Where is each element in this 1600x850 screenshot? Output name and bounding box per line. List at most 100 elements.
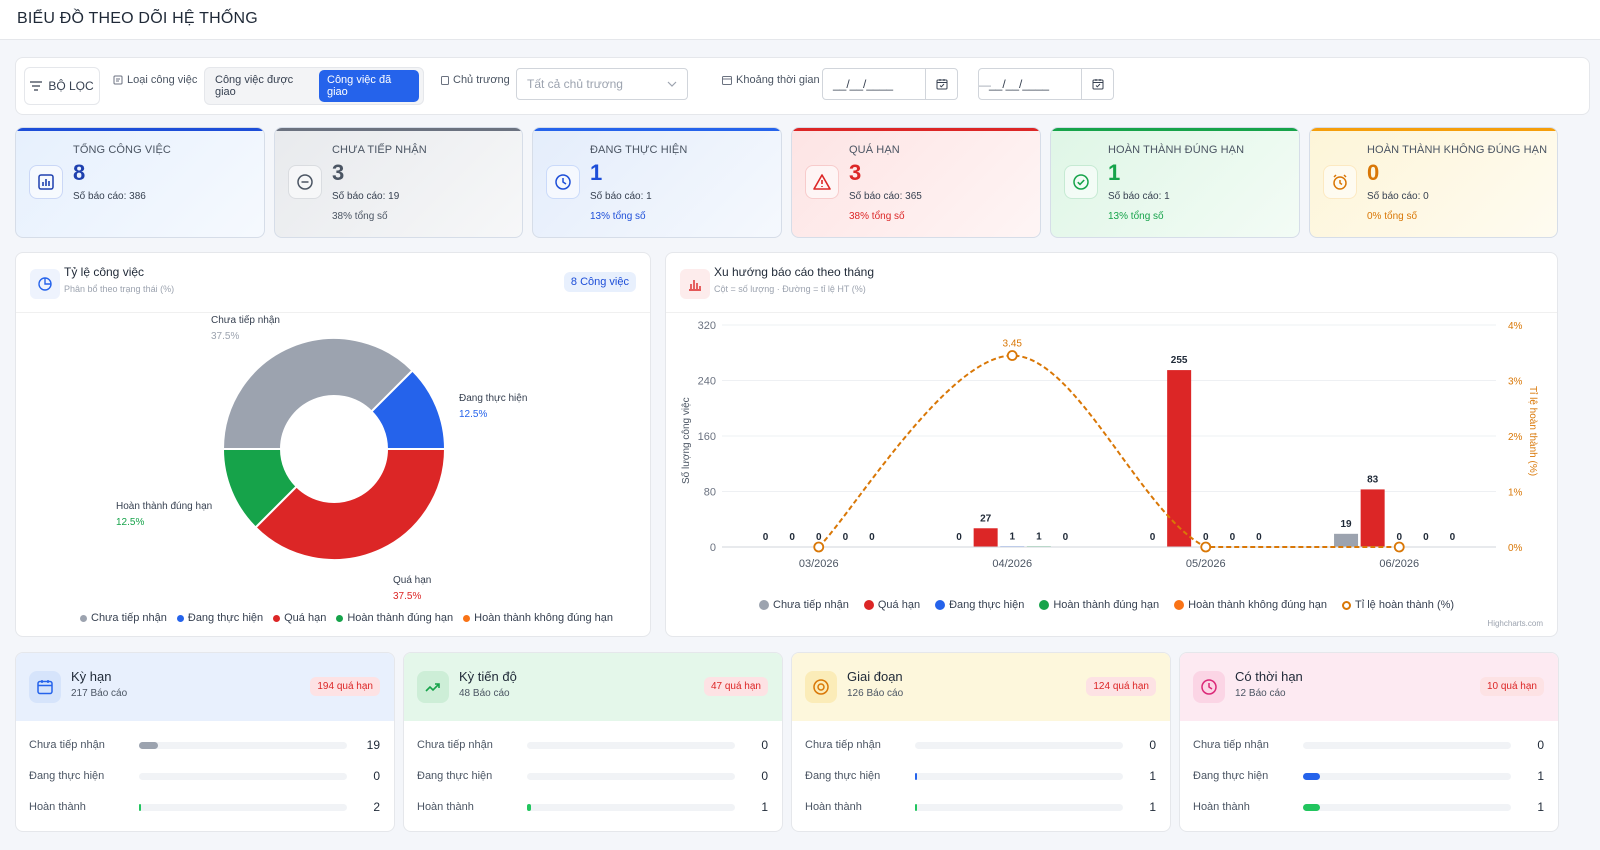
stat-value: 3: [849, 160, 862, 185]
calendar-picker-icon[interactable]: [1081, 69, 1113, 99]
progress-fill: [1303, 803, 1321, 811]
overdue-badge: 47 quá hạn: [703, 677, 768, 696]
legend-item[interactable]: Hoàn thành không đúng hạn: [1174, 599, 1327, 611]
warning-icon: [805, 165, 839, 199]
legend-item[interactable]: Chưa tiếp nhận: [80, 612, 167, 624]
legend-dot: [863, 600, 874, 610]
legend-dot: [80, 614, 87, 622]
data-bar[interactable]: [1334, 533, 1359, 547]
policy-select[interactable]: Tất cả chủ trương: [516, 68, 688, 100]
stat-card[interactable]: QUÁ HẠN 3 Số báo cáo: 365 38% tổng số: [791, 127, 1041, 238]
donut-slice-name: Đang thực hiện: [459, 393, 527, 404]
chart-credit[interactable]: Highcharts.com: [1487, 619, 1543, 628]
legend-item[interactable]: Tỉ lệ hoàn thành (%): [1342, 599, 1454, 611]
data-bar[interactable]: [973, 528, 998, 547]
legend-item[interactable]: Hoàn thành đúng hạn: [1039, 599, 1159, 611]
data-bar[interactable]: [1360, 489, 1385, 547]
date-to-input[interactable]: __/__/____: [978, 68, 1114, 100]
date-from-input[interactable]: __/__/____: [822, 68, 958, 100]
line-marker[interactable]: [813, 541, 825, 553]
calendar-icon: [722, 76, 732, 85]
task-type-toggle: Công việc được giao Công việc đã giao: [204, 67, 424, 105]
pie-chart-icon: [30, 269, 60, 299]
data-label: 0: [789, 532, 795, 543]
legend-item[interactable]: Quá hạn: [863, 599, 920, 611]
monthly-trend-panel: Xu hướng báo cáo theo tháng Cột = số lượ…: [665, 252, 1558, 637]
breakdown-row: Chưa tiếp nhận 0: [805, 735, 1156, 755]
breakdown-row: Hoàn thành 1: [1193, 797, 1544, 817]
legend-dot: [759, 600, 769, 610]
clock-icon: [546, 165, 580, 199]
data-bar[interactable]: [1167, 370, 1192, 547]
legend-item[interactable]: Hoàn thành không đúng hạn: [463, 612, 613, 624]
stat-card[interactable]: HOÀN THÀNH KHÔNG ĐÚNG HẠN 0 Số báo cáo: 0 0…: [1309, 127, 1558, 238]
monthly-trend-subtitle: Cột = số lượng · Đường = tỉ lệ HT (%): [714, 284, 866, 294]
data-label: 0: [1203, 532, 1209, 543]
donut-slice-name: Chưa tiếp nhận: [211, 315, 280, 326]
line-marker[interactable]: [1393, 541, 1405, 553]
donut-chart: Chưa tiếp nhận 37.5% Đang thực hiện 12.5% Qu…: [116, 315, 527, 602]
trend-icon: [417, 671, 449, 703]
progress-track: [915, 772, 1123, 780]
y2-tick-label: 4%: [1508, 321, 1523, 332]
data-label: 255: [1171, 355, 1188, 366]
donut-slice[interactable]: [221, 448, 298, 529]
donut-slice-name: Quá hạn: [393, 575, 431, 586]
legend-item[interactable]: Đang thực hiện: [935, 599, 1024, 611]
donut-slice[interactable]: [254, 448, 447, 561]
stat-card[interactable]: ĐANG THỰC HIỆN 1 Số báo cáo: 1 13% tổng số: [532, 127, 782, 238]
legend-item[interactable]: Chưa tiếp nhận: [759, 599, 849, 611]
line-marker[interactable]: [1200, 541, 1212, 553]
data-label: 1: [1036, 531, 1042, 542]
data-label: 0: [956, 532, 962, 543]
line-marker[interactable]: [1006, 350, 1018, 361]
breakdown-card[interactable]: Có thời hạn 12 Báo cáo 10 quá hạn Chưa tiếp…: [1179, 652, 1559, 832]
stat-card[interactable]: TỔNG CÔNG VIỆC 8 Số báo cáo: 386: [15, 127, 265, 238]
breakdown-row-value: 0: [761, 769, 768, 783]
page-title: BIỂU ĐỒ THEO DÕI HỆ THỐNG: [17, 10, 258, 27]
legend-dot: [336, 614, 344, 622]
monthly-trend-title: Xu hướng báo cáo theo tháng: [714, 265, 875, 279]
breakdown-row: Hoàn thành 1: [417, 797, 768, 817]
legend-item[interactable]: Hoàn thành đúng hạn: [336, 612, 453, 624]
data-label: 83: [1367, 474, 1379, 485]
trend-chart: 0 0% 80 1% 160 2% 240 3% 320 4% Số lượng công việc…: [680, 320, 1539, 570]
y-axis-title: Số lượng công việc: [680, 397, 692, 484]
stat-value: 0: [1367, 160, 1380, 185]
legend-label: Tỉ lệ hoàn thành (%): [1355, 599, 1455, 611]
legend-item[interactable]: Đang thực hiện: [176, 612, 263, 624]
stat-percent: 13% tổng số: [590, 211, 646, 222]
assigned-by-me-option[interactable]: Công việc đã giao: [319, 70, 419, 102]
completion-rate-line[interactable]: [818, 354, 1400, 549]
stat-card[interactable]: CHƯA TIẾP NHẬN 3 Số báo cáo: 19 38% tổng số: [274, 127, 523, 238]
data-label: 0: [763, 532, 769, 543]
stat-card[interactable]: HOÀN THÀNH ĐÚNG HẠN 1 Số báo cáo: 1 13% tổn…: [1050, 127, 1300, 238]
legend-label: Chưa tiếp nhận: [91, 612, 167, 624]
calendar-picker-icon[interactable]: [925, 69, 957, 99]
y-tick-label: 320: [698, 320, 716, 332]
y2-axis-title: Tỉ lệ hoàn thành (%): [1527, 386, 1539, 476]
progress-track: [139, 803, 347, 811]
overdue-badge: 10 quá hạn: [1479, 677, 1544, 696]
donut-slice[interactable]: [221, 337, 414, 450]
filter-button[interactable]: BỘ LỌC: [24, 67, 100, 105]
breakdown-card[interactable]: Kỳ hạn 217 Báo cáo 194 quá hạn Chưa tiếp nh…: [15, 652, 395, 832]
breakdown-card[interactable]: Giai đoạn 126 Báo cáo 124 quá hạn Chưa tiếp…: [791, 652, 1171, 832]
stat-label: QUÁ HẠN: [849, 144, 900, 156]
top-bar: BIỂU ĐỒ THEO DÕI HỆ THỐNG: [0, 0, 1600, 40]
trend-legend: Chưa tiếp nhận Quá hạn Đang thực hiện Hoàn …: [759, 599, 1454, 611]
stat-percent: 38% tổng số: [332, 211, 388, 222]
assigned-to-me-option[interactable]: Công việc được giao: [215, 74, 294, 98]
breakdown-row: Chưa tiếp nhận 0: [417, 735, 768, 755]
legend-label: Hoàn thành đúng hạn: [347, 612, 454, 624]
y-tick-label: 80: [704, 487, 716, 499]
x-tick-label: 04/2026: [992, 558, 1032, 570]
task-count-badge: 8 Công việc: [563, 272, 636, 292]
breakdown-row-label: Chưa tiếp nhận: [417, 739, 493, 751]
policy-select-value: Tất cả chủ trương: [527, 77, 623, 91]
calendar-icon: [29, 671, 61, 703]
legend-item[interactable]: Quá hạn: [273, 612, 326, 624]
progress-track: [1303, 803, 1511, 811]
stat-report-count: Số báo cáo: 365: [849, 191, 922, 202]
breakdown-card[interactable]: Kỳ tiến độ 48 Báo cáo 47 quá hạn Chưa tiếp …: [403, 652, 783, 832]
